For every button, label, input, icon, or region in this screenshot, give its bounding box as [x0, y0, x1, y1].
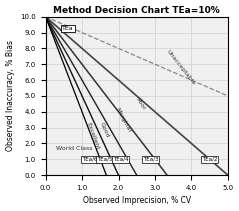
- Text: Good: Good: [98, 121, 110, 139]
- Text: Excellent: Excellent: [86, 121, 100, 150]
- Text: Poor: Poor: [135, 97, 147, 111]
- Text: Unacceptable: Unacceptable: [166, 49, 196, 86]
- Y-axis label: Observed Inaccuracy, % Bias: Observed Inaccuracy, % Bias: [5, 41, 15, 151]
- Text: Marginal: Marginal: [114, 107, 131, 133]
- Title: Method Decision Chart TEa=10%: Method Decision Chart TEa=10%: [53, 5, 220, 15]
- Text: TEa/3: TEa/3: [143, 157, 158, 162]
- Text: TEa/5: TEa/5: [97, 157, 112, 162]
- X-axis label: Observed Imprecision, % CV: Observed Imprecision, % CV: [83, 196, 191, 206]
- Text: World Class: World Class: [56, 146, 92, 151]
- Text: TEa: TEa: [62, 26, 74, 31]
- Text: TEa/4: TEa/4: [113, 157, 128, 162]
- Text: TEa/2: TEa/2: [202, 157, 217, 162]
- Text: TEa/6: TEa/6: [82, 157, 98, 162]
